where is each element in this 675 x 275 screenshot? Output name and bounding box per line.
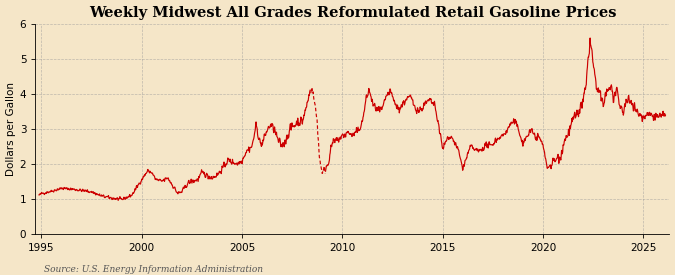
Title: Weekly Midwest All Grades Reformulated Retail Gasoline Prices: Weekly Midwest All Grades Reformulated R… — [88, 6, 616, 20]
Text: Source: U.S. Energy Information Administration: Source: U.S. Energy Information Administ… — [44, 265, 263, 274]
Y-axis label: Dollars per Gallon: Dollars per Gallon — [5, 82, 16, 176]
